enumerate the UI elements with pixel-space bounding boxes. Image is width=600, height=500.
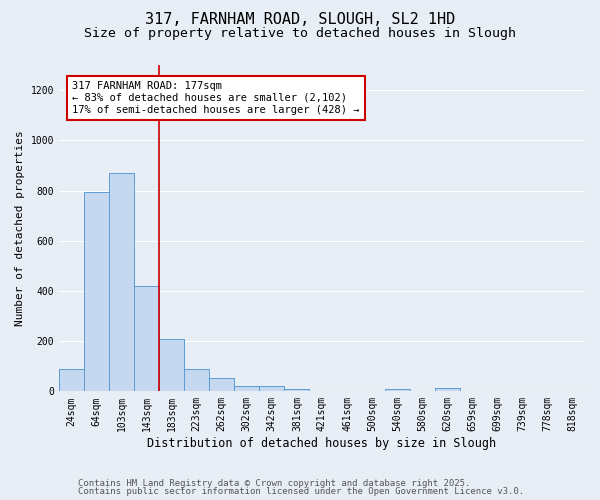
Bar — [134, 286, 159, 392]
Y-axis label: Number of detached properties: Number of detached properties — [15, 130, 25, 326]
Bar — [209, 378, 234, 392]
Bar — [159, 338, 184, 392]
Bar — [59, 368, 84, 392]
Text: Contains public sector information licensed under the Open Government Licence v3: Contains public sector information licen… — [78, 487, 524, 496]
Bar — [109, 173, 134, 392]
Text: Contains HM Land Registry data © Crown copyright and database right 2025.: Contains HM Land Registry data © Crown c… — [78, 478, 470, 488]
X-axis label: Distribution of detached houses by size in Slough: Distribution of detached houses by size … — [148, 437, 497, 450]
Bar — [284, 389, 310, 392]
Text: 317, FARNHAM ROAD, SLOUGH, SL2 1HD: 317, FARNHAM ROAD, SLOUGH, SL2 1HD — [145, 12, 455, 28]
Bar — [234, 386, 259, 392]
Bar — [434, 388, 460, 392]
Text: 317 FARNHAM ROAD: 177sqm
← 83% of detached houses are smaller (2,102)
17% of sem: 317 FARNHAM ROAD: 177sqm ← 83% of detach… — [72, 82, 359, 114]
Bar — [385, 390, 410, 392]
Bar — [84, 192, 109, 392]
Text: Size of property relative to detached houses in Slough: Size of property relative to detached ho… — [84, 28, 516, 40]
Bar — [184, 368, 209, 392]
Bar — [259, 386, 284, 392]
